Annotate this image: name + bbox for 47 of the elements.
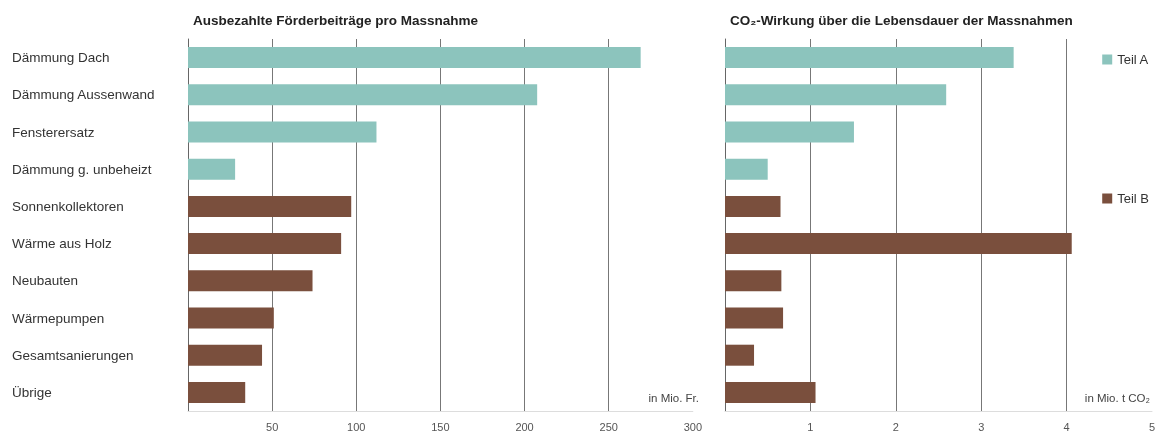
bar bbox=[188, 121, 377, 143]
bar bbox=[725, 307, 784, 329]
x-tick-label: 200 bbox=[515, 420, 534, 432]
bar bbox=[188, 381, 246, 403]
bar bbox=[725, 233, 1072, 255]
y-tick-label: Dämmung Dach bbox=[12, 50, 110, 66]
y-tick-label: Wärmepumpen bbox=[12, 310, 105, 326]
bar bbox=[725, 47, 1014, 69]
legend-label: Teil B bbox=[1117, 191, 1150, 206]
bar bbox=[725, 158, 768, 180]
y-tick-label: Gesamtsanierungen bbox=[12, 347, 134, 363]
bar bbox=[188, 233, 342, 255]
y-tick-label: Neubauten bbox=[12, 273, 79, 289]
bar bbox=[725, 344, 755, 366]
bar bbox=[725, 121, 854, 143]
bar bbox=[725, 381, 816, 403]
x-axis-title: in Mio. Fr. bbox=[648, 392, 699, 404]
bar bbox=[725, 84, 947, 106]
chart-title: Ausbezahlte Förderbeiträge pro Massnahme bbox=[193, 12, 479, 28]
y-tick-label: Übrige bbox=[12, 384, 52, 400]
x-axis-title: in Mio. t CO₂ bbox=[1084, 392, 1150, 404]
bar bbox=[188, 47, 641, 69]
x-tick-label: 4 bbox=[1063, 420, 1070, 432]
chart-title: CO₂-Wirkung über die Lebensdauer der Massnahmen bbox=[730, 12, 1073, 28]
y-tick-label: Wärme aus Holz bbox=[12, 236, 113, 252]
bar bbox=[188, 307, 274, 329]
bar bbox=[188, 84, 538, 106]
bar bbox=[725, 195, 781, 217]
x-tick-label: 5 bbox=[1148, 420, 1156, 432]
x-tick-label: 250 bbox=[599, 420, 618, 432]
y-tick-label: Fensterersatz bbox=[12, 124, 95, 140]
x-tick-label: 3 bbox=[978, 420, 985, 432]
x-tick-label: 1 bbox=[807, 420, 814, 432]
y-tick-label: Dämmung g. unbeheizt bbox=[12, 161, 152, 177]
y-tick-label: Sonnenkollektoren bbox=[12, 198, 124, 214]
bar bbox=[188, 158, 236, 180]
x-tick-label: 300 bbox=[683, 420, 702, 432]
bar bbox=[725, 270, 782, 292]
legend-label: Teil A bbox=[1117, 52, 1149, 67]
bar bbox=[188, 344, 263, 366]
x-tick-label: 100 bbox=[347, 420, 366, 432]
bar bbox=[188, 195, 352, 217]
x-tick-label: 2 bbox=[892, 420, 899, 432]
bar bbox=[188, 270, 313, 292]
x-tick-label: 150 bbox=[431, 420, 450, 432]
y-tick-label: Dämmung Aussenwand bbox=[12, 87, 155, 103]
x-tick-label: 50 bbox=[266, 420, 279, 432]
